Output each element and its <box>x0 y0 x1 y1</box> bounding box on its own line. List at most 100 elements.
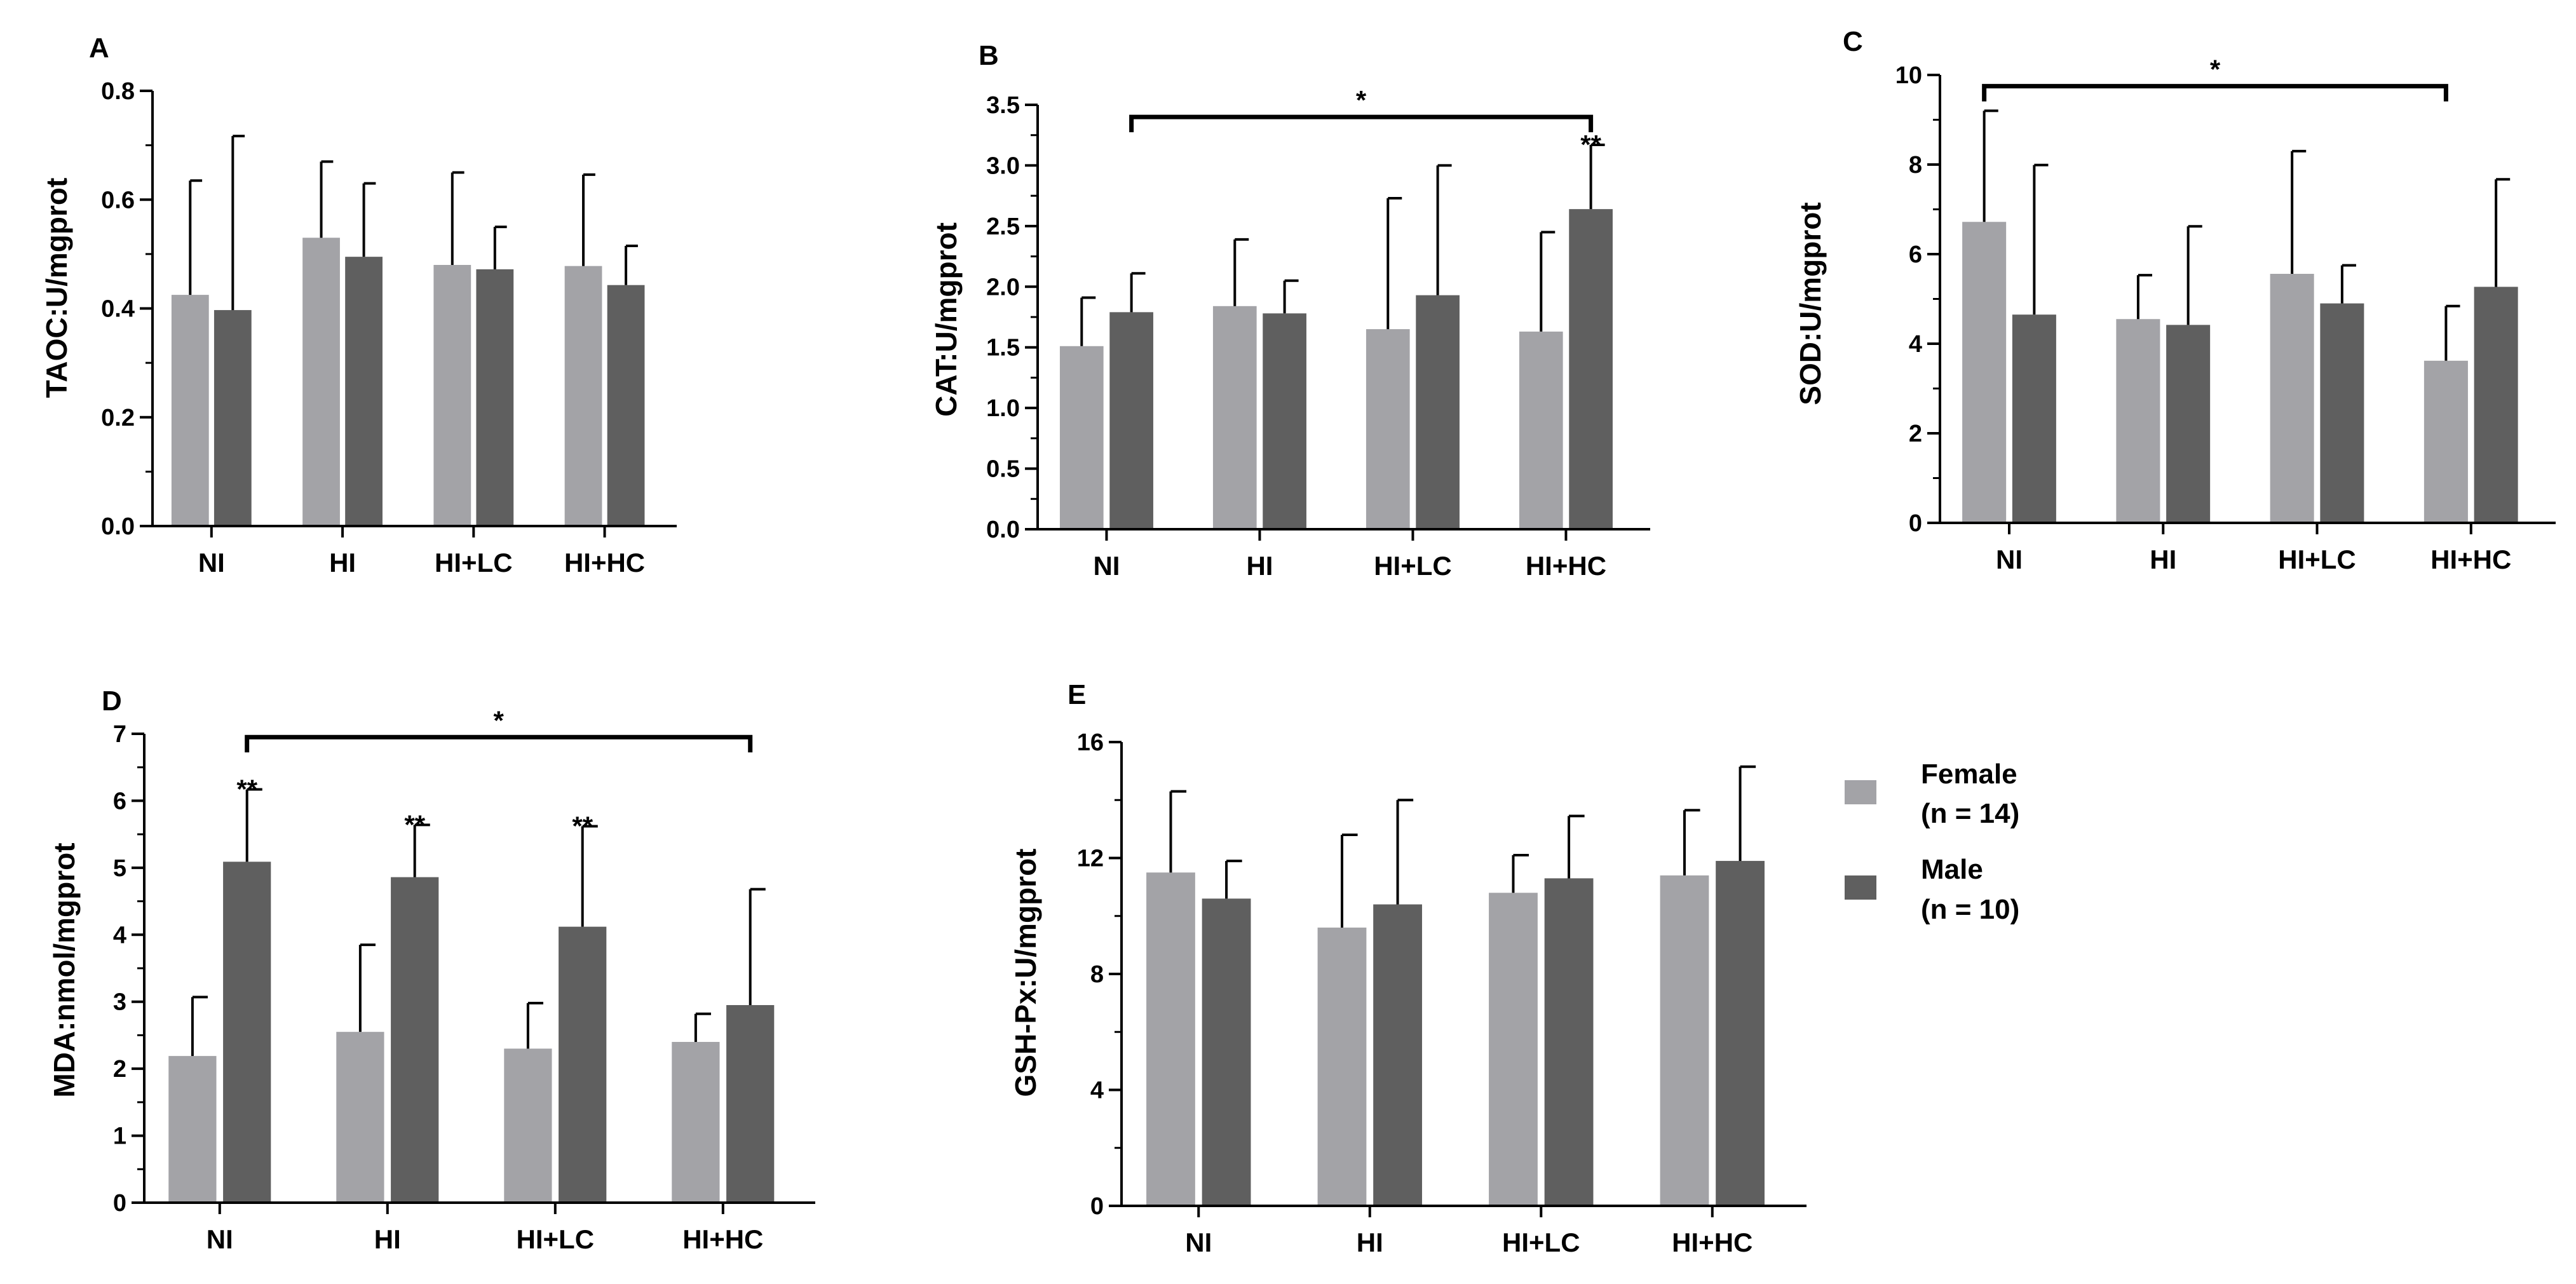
panel-d-letter: D <box>102 686 122 717</box>
panel-d-bar-female-2 <box>504 1048 552 1203</box>
panel-c-bar-male-1 <box>2166 325 2211 523</box>
panel-a-y-tick-label-1: 0.2 <box>101 405 135 431</box>
panel-e-y-tick-label-1: 4 <box>1090 1078 1104 1104</box>
panel-a-letter: A <box>89 32 109 64</box>
panel-e-letter: E <box>1068 679 1086 710</box>
panel-e-x-tick-label-2: HI+LC <box>1502 1227 1580 1257</box>
panel-a-bar-male-3 <box>607 285 645 526</box>
panel-b-x-tick-label-3: HI+HC <box>1526 551 1606 581</box>
panel-a-x-tick-label-3: HI+HC <box>564 548 645 578</box>
panel-d-bar-female-1 <box>336 1032 384 1203</box>
legend-label-male-n: (n = 10) <box>1921 894 2019 925</box>
panel-d-y-axis-label: MDA:nmol/mgprot <box>48 842 81 1097</box>
panel-c-y-tick-label-0: 0 <box>1909 510 1922 537</box>
panel-c-bar-female-0 <box>1962 222 2007 523</box>
legend-label-male: Male <box>1921 854 1983 885</box>
panel-d-bracket-0 <box>245 734 753 753</box>
panel-b-y-tick-label-4: 2.0 <box>986 274 1020 301</box>
panel-e-y-tick-label-0: 0 <box>1090 1193 1104 1220</box>
panel-d-y-tick-label-4: 4 <box>113 922 126 949</box>
panel-e-bar-male-3 <box>1716 861 1765 1206</box>
panel-b-bar-female-3 <box>1519 331 1563 529</box>
panel-d-bar-male-0 <box>223 862 271 1203</box>
panel-a-bar-male-2 <box>476 269 514 526</box>
panel-a: A TAOC:U/mgprot 0.0 0.2 0.4 0.6 0.8 NI HI HI+LC… <box>40 32 677 578</box>
panel-b-y-axis-label: CAT:U/mgprot <box>930 222 963 417</box>
legend-label-female: Female <box>1921 759 2017 790</box>
panel-b-sig-mark-male-3: ** <box>1580 130 1601 159</box>
panel-c: C SOD:U/mgprot 0 2 4 6 8 10 NI HI HI+LC HI+HC * <box>1794 26 2556 574</box>
panel-a-y-tick-label-2: 0.4 <box>101 296 135 323</box>
panel-d-y-tick-label-0: 0 <box>113 1190 126 1217</box>
panel-c-y-tick-label-3: 6 <box>1909 241 1922 268</box>
panel-a-x-tick-label-0: NI <box>198 548 225 578</box>
legend: Female (n = 14) Male (n = 10) <box>1845 759 2019 925</box>
panel-d-bar-male-2 <box>559 926 607 1203</box>
panel-a-x-tick-label-2: HI+LC <box>435 548 513 578</box>
panel-c-bar-female-3 <box>2423 360 2468 523</box>
panel-d-y-tick-label-5: 5 <box>113 855 126 882</box>
panel-b-bracket-0 <box>1129 114 1594 133</box>
panel-c-y-tick-label-2: 4 <box>1909 331 1922 358</box>
panel-b: B CAT:U/mgprot ** 0.0 0.5 1.0 1.5 2.0 2.5 3.0 3.… <box>930 40 1650 581</box>
panel-a-y-axis-label: TAOC:U/mgprot <box>40 178 73 398</box>
panel-e-bar-male-1 <box>1373 904 1422 1206</box>
panel-e-bar-female-0 <box>1146 872 1195 1206</box>
panel-b-bar-female-0 <box>1059 346 1104 529</box>
panel-b-y-tick-label-7: 3.5 <box>986 92 1020 119</box>
panel-a-bar-female-1 <box>302 238 340 526</box>
panel-e: E GSH-Px:U/mgprot 0 4 8 12 16 NI HI HI+LC HI+HC <box>1009 679 1807 1257</box>
legend-swatch-male <box>1845 875 1876 900</box>
panel-c-bar-male-2 <box>2320 303 2364 523</box>
panel-e-bar-female-3 <box>1660 875 1709 1206</box>
panel-c-y-tick-label-5: 10 <box>1895 62 1922 89</box>
legend-swatch-female <box>1845 780 1876 804</box>
panel-c-y-tick-label-1: 2 <box>1909 421 1922 447</box>
panel-d-bar-male-3 <box>726 1004 775 1203</box>
panel-e-y-tick-label-3: 12 <box>1077 846 1104 872</box>
panel-c-y-axis-label: SOD:U/mgprot <box>1794 202 1827 405</box>
panel-c-bracket-0 <box>1982 84 2448 102</box>
panel-d-sig-mark-male-1: ** <box>404 809 425 839</box>
panel-b-y-tick-label-5: 2.5 <box>986 213 1020 240</box>
panel-b-bar-female-2 <box>1366 329 1410 529</box>
panel-b-letter: B <box>979 40 999 71</box>
panel-e-bar-male-0 <box>1202 898 1251 1206</box>
panel-b-bar-male-3 <box>1569 209 1613 529</box>
panel-c-x-tick-label-0: NI <box>1996 544 2023 574</box>
panel-b-bar-male-2 <box>1416 295 1460 529</box>
panel-b-bracket-label-0: * <box>1356 85 1367 115</box>
panel-b-y-tick-label-2: 1.0 <box>986 395 1020 422</box>
panel-e-x-tick-label-3: HI+HC <box>1672 1227 1752 1257</box>
panel-c-bar-male-0 <box>2012 314 2056 523</box>
panel-a-y-tick-label-0: 0.0 <box>101 513 135 540</box>
panel-a-x-tick-label-1: HI <box>329 548 356 578</box>
panel-d-x-tick-label-0: NI <box>207 1224 233 1254</box>
panel-b-y-tick-label-0: 0.0 <box>986 517 1020 543</box>
panel-c-y-tick-label-4: 8 <box>1909 152 1922 179</box>
panel-e-bar-female-2 <box>1489 893 1538 1206</box>
panel-d-bar-female-3 <box>672 1041 720 1203</box>
panel-d-y-tick-label-3: 3 <box>113 989 126 1016</box>
legend-label-female-n: (n = 14) <box>1921 798 2019 829</box>
panel-e-x-tick-label-1: HI <box>1357 1227 1383 1257</box>
panel-c-letter: C <box>1843 26 1863 57</box>
panel-d-sig-mark-male-2: ** <box>572 811 593 841</box>
panel-d-x-tick-label-3: HI+HC <box>682 1224 763 1254</box>
panel-c-bar-female-2 <box>2270 274 2314 523</box>
panel-a-bar-female-0 <box>171 295 209 526</box>
panel-c-x-tick-label-3: HI+HC <box>2430 544 2511 574</box>
panel-b-y-tick-label-1: 0.5 <box>986 456 1020 483</box>
panel-d-y-tick-label-7: 7 <box>113 721 126 748</box>
panel-d-bar-male-1 <box>391 877 439 1203</box>
panel-d-y-tick-label-6: 6 <box>113 788 126 814</box>
panel-d-x-tick-label-1: HI <box>374 1224 401 1254</box>
panel-e-bar-male-2 <box>1544 878 1594 1206</box>
panel-d-y-tick-label-2: 2 <box>113 1056 126 1083</box>
panel-e-y-tick-label-4: 16 <box>1077 729 1104 756</box>
panel-d-bracket-label-0: * <box>494 705 505 735</box>
panel-e-x-tick-label-0: NI <box>1185 1227 1212 1257</box>
panel-b-y-tick-label-3: 1.5 <box>986 335 1020 362</box>
panel-b-bar-male-1 <box>1263 313 1306 529</box>
